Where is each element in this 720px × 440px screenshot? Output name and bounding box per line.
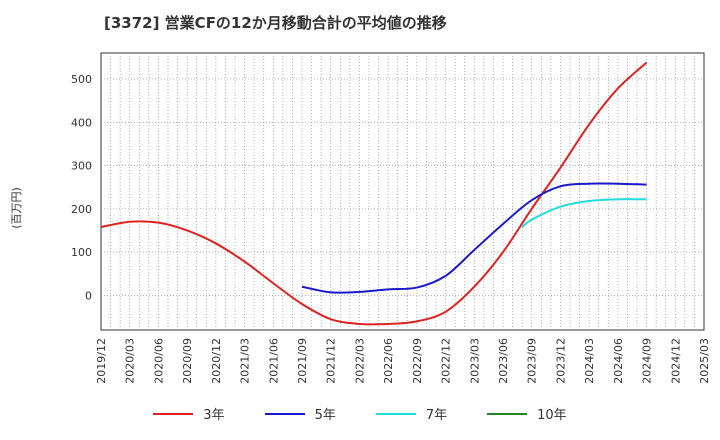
legend: 3年 5年 7年 10年 (0, 404, 720, 423)
y-tick-label: 200 (71, 203, 92, 216)
x-tick-label: 2023/09 (526, 338, 539, 384)
legend-item-4: 10年 (487, 404, 567, 423)
y-tick-label: 100 (71, 246, 92, 259)
legend-item-2: 5年 (264, 404, 336, 423)
legend-item-3: 7年 (375, 404, 448, 423)
x-tick-label: 2023/06 (497, 338, 510, 384)
x-tick-label: 2024/06 (612, 338, 625, 384)
x-tick-label: 2024/09 (641, 338, 654, 384)
plot-area (100, 52, 705, 331)
legend-swatch (487, 412, 528, 415)
x-tick-label: 2021/06 (267, 338, 280, 384)
x-tick-label: 2021/12 (325, 338, 338, 384)
series-line-1 (100, 61, 648, 326)
y-tick-label: 400 (71, 116, 92, 129)
legend-swatch (264, 412, 305, 415)
legend-swatch (375, 412, 416, 415)
line-chart: 0 100 200 300 400 500 2019/12 2020/03 2020/06 202… (71, 52, 711, 384)
y-tick-label: 0 (85, 289, 92, 302)
y-tick-label: 300 (71, 160, 92, 173)
legend-item-1: 3年 (153, 404, 225, 423)
x-tick-label: 2025/03 (698, 338, 711, 384)
x-tick-label: 2019/12 (95, 338, 108, 384)
legend-label: 10年 (537, 408, 567, 423)
legend-label: 5年 (314, 408, 336, 423)
series-line-2 (301, 182, 647, 294)
x-tick-label: 2020/09 (181, 338, 194, 384)
x-tick-label: 2022/09 (411, 338, 424, 384)
x-tick-label: 2020/06 (152, 338, 165, 384)
legend-swatch (153, 412, 194, 415)
x-tick-label: 2023/03 (468, 338, 481, 384)
series-line-3 (521, 198, 647, 228)
x-tick-label: 2020/03 (124, 338, 137, 384)
x-tick-label: 2022/03 (353, 338, 366, 384)
chart-title: [3372] 営業CFの12か月移動合計の平均値の推移 (104, 14, 447, 32)
x-tick-label: 2022/12 (440, 338, 453, 384)
x-tick-label: 2021/03 (239, 338, 252, 384)
x-tick-label: 2020/12 (210, 338, 223, 384)
x-tick-label: 2024/12 (669, 338, 682, 384)
x-tick-label: 2024/03 (583, 338, 596, 384)
legend-label: 3年 (203, 408, 225, 423)
legend-label: 7年 (425, 408, 448, 423)
x-tick-label: 2022/06 (382, 338, 395, 384)
x-tick-label: 2023/12 (554, 338, 567, 384)
x-tick-label: 2021/09 (296, 338, 309, 384)
y-tick-label: 500 (71, 73, 92, 86)
